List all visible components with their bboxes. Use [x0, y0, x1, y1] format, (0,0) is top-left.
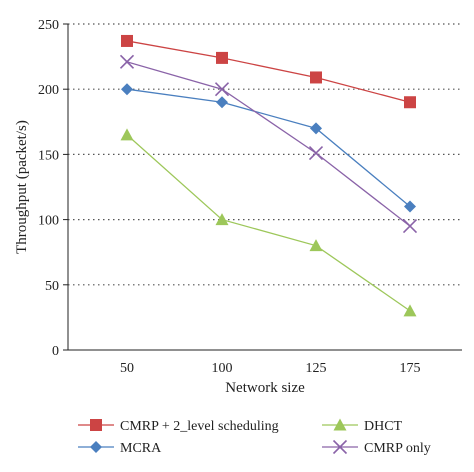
- x-tick-label: 125: [306, 361, 327, 376]
- series-line-cmrp-2-level-scheduling: [126, 40, 411, 103]
- data-point-mcra: [404, 200, 416, 213]
- x-axis-title: Network size: [225, 380, 305, 396]
- legend-marker-icon: [333, 418, 347, 431]
- series-line-mcra: [126, 88, 411, 208]
- legend-marker-icon: [90, 441, 102, 453]
- data-point-dhct: [309, 239, 323, 252]
- y-ticks: 0 50 100 150 200 250: [38, 18, 68, 359]
- series-line-cmrp-only: [126, 61, 411, 227]
- y-tick-label: 50: [45, 279, 59, 294]
- legend-item-dhct: DHCT: [322, 418, 403, 434]
- data-point-mcra: [310, 122, 322, 135]
- y-axis-title: Throughput (packet/s): [14, 120, 30, 254]
- y-tick-label: 0: [52, 344, 59, 359]
- data-point-cmrp-2-level-scheduling: [404, 96, 416, 109]
- legend-item-cmrp-only: CMRP only: [322, 439, 431, 456]
- legend-item-mcra: MCRA: [78, 441, 162, 456]
- legend-label: CMRP + 2_level scheduling: [120, 419, 279, 434]
- y-tick-label: 150: [38, 148, 59, 163]
- data-point-cmrp-2-level-scheduling: [216, 51, 228, 64]
- data-point-dhct: [120, 128, 134, 141]
- data-point-mcra: [216, 96, 228, 109]
- series-markers: [119, 34, 418, 317]
- legend-label: DHCT: [364, 419, 403, 434]
- x-tick-label: 100: [212, 361, 233, 376]
- axes: [67, 24, 462, 351]
- data-point-dhct: [215, 213, 229, 226]
- legend-label: MCRA: [120, 441, 162, 456]
- x-tick-label: 50: [120, 361, 134, 376]
- legend-item-cmrp-2-level-scheduling: CMRP + 2_level scheduling: [78, 419, 279, 434]
- x-ticks: 50 100 125 175: [120, 361, 421, 376]
- y-tick-label: 200: [38, 83, 59, 98]
- data-point-dhct: [403, 304, 417, 317]
- data-point-cmrp-2-level-scheduling: [121, 34, 133, 47]
- data-point-cmrp-only: [402, 219, 418, 234]
- series-lines: [126, 40, 411, 312]
- legend-marker-icon: [332, 439, 348, 455]
- legend: CMRP + 2_level scheduling MCRA DHCT CMRP on…: [78, 418, 431, 456]
- legend-marker-icon: [90, 419, 102, 431]
- legend-label: CMRP only: [364, 441, 431, 456]
- grid-lines: [68, 23, 462, 286]
- data-point-cmrp-only: [119, 54, 135, 69]
- y-tick-label: 100: [38, 214, 59, 229]
- data-point-cmrp-only: [308, 146, 324, 161]
- data-point-mcra: [121, 83, 133, 96]
- y-tick-label: 250: [38, 18, 59, 33]
- data-point-cmrp-only: [214, 82, 230, 97]
- x-tick-label: 175: [400, 361, 421, 376]
- data-point-cmrp-2-level-scheduling: [310, 71, 322, 84]
- series-line-dhct: [126, 134, 411, 312]
